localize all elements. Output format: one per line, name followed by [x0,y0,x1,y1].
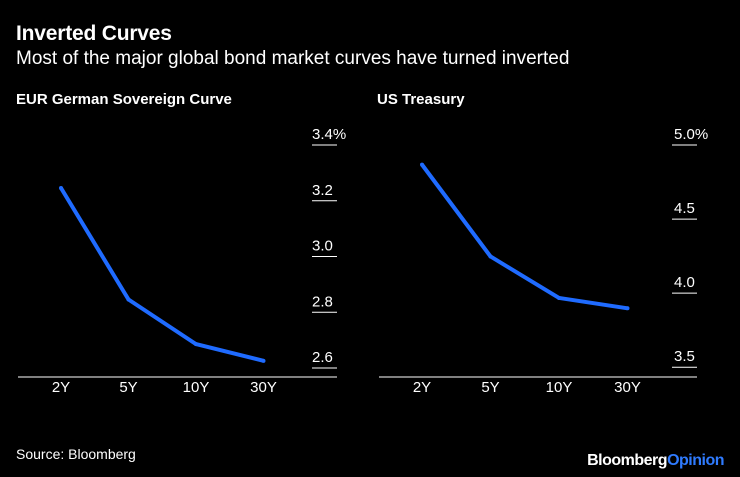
y-tick-label: 4.0 [674,274,695,291]
series-line [420,163,628,311]
x-tick-label: 30Y [614,379,641,396]
data-point [261,358,266,363]
x-tick-label: 5Y [481,379,499,396]
x-tick-label: 10Y [546,379,573,396]
x-tick-label: 10Y [183,379,210,396]
chart-subtitle: Most of the major global bond market cur… [16,48,570,69]
chart-title: Inverted Curves [16,22,172,45]
x-tick-label: 30Y [250,379,277,396]
y-tick-label: 3.5 [674,348,695,365]
y-tick-label: 3.0 [312,238,333,255]
data-point [420,162,424,167]
data-point [625,306,630,311]
brand-suffix: Opinion [667,452,724,469]
data-point [126,297,131,302]
brand-logo: BloombergOpinion [587,452,724,470]
series-line [59,186,264,363]
left-panel-title: EUR German Sovereign Curve [16,91,232,108]
right-panel-title: US Treasury [377,91,465,108]
y-tick-label: 3.2 [312,182,333,199]
x-tick-label: 2Y [413,379,431,396]
y-tick-label: 3.4% [312,126,346,143]
y-tick-label: 2.8 [312,293,333,310]
data-point [488,254,493,259]
data-point [194,342,198,347]
y-tick-label: 4.5 [674,200,695,217]
y-tick-label: 5.0% [674,126,708,143]
y-tick-label: 2.6 [312,349,333,366]
source-note: Source: Bloomberg [16,446,136,462]
data-point [557,295,561,300]
x-tick-label: 5Y [119,379,137,396]
data-point [59,185,63,190]
x-tick-label: 2Y [52,379,70,396]
brand-name: Bloomberg [587,452,668,469]
